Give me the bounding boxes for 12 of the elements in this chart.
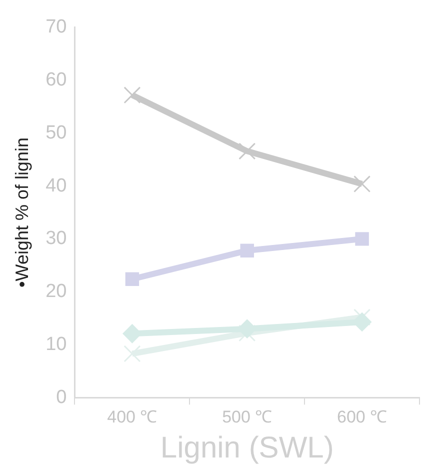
y-tick-label: 70 bbox=[46, 16, 67, 38]
y-axis-title: •Weight % of lignin bbox=[12, 137, 32, 288]
y-tick-label: 10 bbox=[46, 334, 67, 355]
y-tick-label: 50 bbox=[46, 122, 67, 144]
x-tick-label: 600 ℃ bbox=[336, 407, 388, 426]
y-tick-label: 20 bbox=[46, 281, 67, 302]
x-tick-label: 500 ℃ bbox=[222, 407, 272, 426]
y-tick-label: 40 bbox=[46, 175, 67, 196]
y-tick-label: 0 bbox=[56, 386, 67, 408]
y-tick-label: 30 bbox=[46, 228, 67, 250]
x-tick-label: 400 ℃ bbox=[107, 407, 158, 426]
y-tick-label: 60 bbox=[46, 70, 67, 91]
